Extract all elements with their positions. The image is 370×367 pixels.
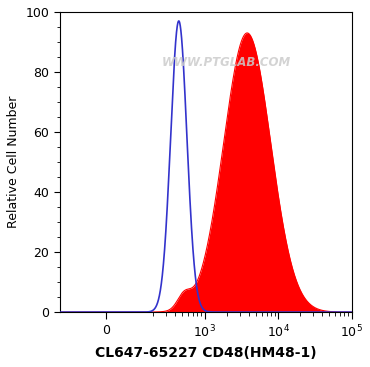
Text: WWW.PTGLAB.COM: WWW.PTGLAB.COM: [162, 57, 291, 69]
Y-axis label: Relative Cell Number: Relative Cell Number: [7, 96, 20, 228]
X-axis label: CL647-65227 CD48(HM48-1): CL647-65227 CD48(HM48-1): [95, 346, 316, 360]
